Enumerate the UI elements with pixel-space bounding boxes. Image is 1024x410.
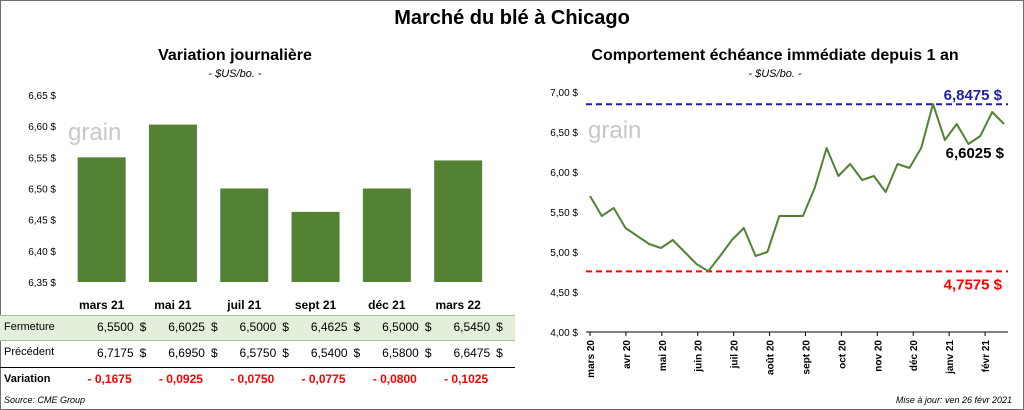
bar-category-label: déc 21: [368, 298, 406, 312]
bar-category-label: mars 22: [435, 298, 481, 312]
bar-5: [434, 160, 483, 282]
table-cell: 6,5450: [453, 320, 491, 334]
bar-y-tick-label: 6,60 $: [28, 122, 56, 133]
line-y-tick-label: 6,00 $: [550, 168, 578, 179]
bar-3: [291, 211, 340, 282]
line-y-tick-label: 4,50 $: [550, 288, 578, 299]
table-cell: - 0,1675: [87, 372, 132, 386]
line-y-tick-label: 6,50 $: [550, 128, 578, 139]
table-cell-currency: $: [496, 346, 503, 360]
table-row-variation: Variation: [0, 367, 515, 392]
x-tick-label: févr 21: [981, 340, 992, 373]
right-chart-title: Comportement échéance immédiate depuis 1…: [591, 47, 959, 64]
table-cell: - 0,0750: [230, 372, 275, 386]
table-cell: 6,5000: [382, 320, 419, 334]
x-tick-label: sept 20: [801, 340, 812, 375]
table-cell-currency: $: [139, 320, 147, 334]
low-value-label: 4,7575 $: [944, 276, 1003, 293]
update-note: Mise à jour: ven 26 févr 2021: [895, 395, 1012, 405]
line-y-tick-label: 5,00 $: [550, 248, 578, 259]
table-cell-currency: $: [210, 346, 218, 360]
bar-y-tick-label: 6,40 $: [28, 247, 56, 258]
bar-y-tick-label: 6,55 $: [28, 153, 56, 164]
row-label-precedent: Précédent: [4, 346, 55, 358]
table-cell: 6,6475: [453, 346, 491, 360]
bar-y-tick-label: 6,65 $: [28, 91, 56, 102]
table-cell-currency: $: [424, 320, 432, 334]
bar-1: [148, 124, 197, 282]
last-value-label: 6,6025 $: [946, 145, 1005, 162]
bar-category-label: mai 21: [154, 298, 192, 312]
bar-y-tick-label: 6,35 $: [28, 278, 56, 289]
x-tick-label: déc 20: [909, 340, 920, 372]
bar-y-tick-label: 6,50 $: [28, 185, 56, 196]
bar-category-label: mars 21: [78, 298, 125, 312]
x-tick-label: juil 20: [730, 340, 741, 370]
table-cell: 6,5400: [310, 346, 348, 360]
x-tick-label: juin 20: [694, 340, 705, 373]
table-cell-currency: $: [282, 346, 289, 360]
row-label-fermeture: Fermeture: [4, 321, 55, 333]
bar-0: [77, 157, 126, 282]
grainwiz-watermark-right: grain: [588, 117, 641, 144]
line-y-tick-label: 5,50 $: [550, 208, 578, 219]
high-value-label: 6,8475 $: [944, 87, 1003, 104]
x-tick-label: janv 21: [945, 340, 956, 375]
bar-chart: 6,65 $ 6,60 $ 6,55 $ 6,50 $ 6,45 $ 6,40 $ 6,35…: [28, 91, 483, 289]
line-chart: 7,00 $ 6,50 $ 6,00 $ 5,50 $ 5,00 $ 4,50 $ 4,00…: [550, 87, 1008, 378]
left-chart-title: Variation journalière: [158, 47, 312, 64]
table-cell: 6,6950: [168, 346, 205, 360]
table-row-fermeture: Fermeture: [0, 315, 515, 341]
line-y-tick-label: 4,00 $: [550, 328, 578, 339]
table-row-precedent: Précédent: [0, 341, 515, 365]
source-note: Source: CME Group: [4, 395, 86, 405]
x-tick-label: avr 20: [622, 340, 633, 369]
table-cell-currency: $: [496, 320, 503, 334]
table-cell: - 0,0925: [158, 372, 203, 386]
bar-category-label: juil 21: [227, 298, 262, 312]
x-tick-label: août 20: [766, 340, 777, 375]
x-tick-label: nov 20: [873, 340, 884, 372]
table-cell: 6,5000: [239, 320, 277, 334]
x-tick-label: mai 20: [658, 340, 669, 372]
table-cell: 6,5750: [239, 346, 277, 360]
x-tick-label: mars 20: [586, 340, 597, 378]
table-cell-currency: $: [210, 320, 218, 334]
grainwiz-watermark: grain: [68, 119, 121, 146]
table-cell: 6,4625: [310, 320, 348, 334]
right-chart-unit: - $US/bo. -: [748, 68, 802, 80]
table-cell: 6,5800: [382, 346, 419, 360]
price-series-line: [589, 103, 1005, 273]
table-cell-currency: $: [282, 320, 289, 334]
x-tick-label: oct 20: [837, 340, 848, 369]
table-cell: - 0,1025: [444, 372, 489, 386]
table-cell-currency: $: [139, 346, 147, 360]
main-title: Marché du blé à Chicago: [394, 7, 630, 29]
table-cell: 6,5500: [96, 320, 134, 334]
bar-y-tick-label: 6,45 $: [28, 216, 56, 227]
bar-2: [220, 188, 269, 282]
bar-4: [362, 188, 411, 282]
left-chart-unit: - $US/bo. -: [208, 68, 262, 80]
table-cell: - 0,0800: [372, 372, 417, 386]
table-cell: - 0,0775: [301, 372, 346, 386]
table-cell: 6,7175: [96, 346, 134, 360]
table-cell: 6,6025: [168, 320, 205, 334]
bar-category-label: sept 21: [294, 298, 337, 312]
table-cell-currency: $: [424, 346, 432, 360]
row-label-variation: Variation: [4, 373, 51, 385]
line-y-tick-label: 7,00 $: [550, 88, 578, 99]
table-cell-currency: $: [353, 320, 361, 334]
table-cell-currency: $: [353, 346, 361, 360]
